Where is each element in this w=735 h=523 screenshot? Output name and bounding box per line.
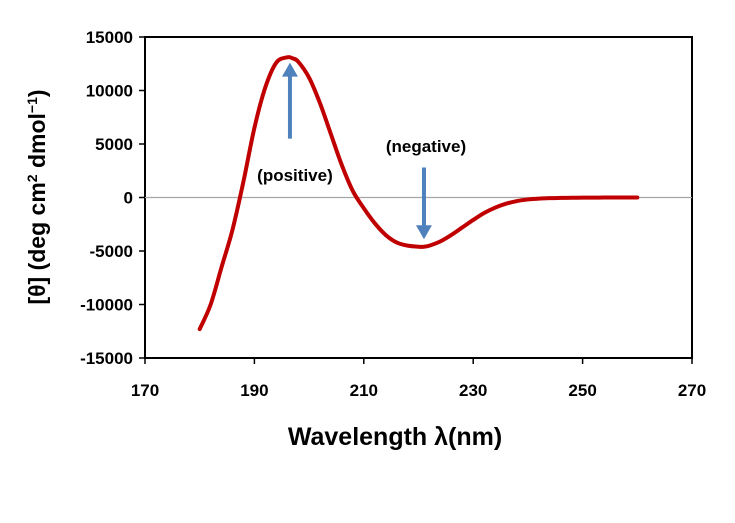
svg-text:[θ] (deg cm2 dmol−1): [θ] (deg cm2 dmol−1) (24, 89, 50, 304)
negative-arrowhead (415, 225, 432, 240)
y-tick-label: -10000 (80, 296, 133, 315)
ylabel-end: ) (24, 89, 50, 97)
x-tick-label: 250 (568, 381, 596, 400)
x-tick-label: 190 (240, 381, 268, 400)
y-tick-label: 15000 (86, 28, 133, 47)
x-tick-label: 170 (131, 381, 159, 400)
y-tick-label: 5000 (95, 135, 133, 154)
positive-annotation: (positive) (257, 166, 333, 185)
x-tick-label: 230 (459, 381, 487, 400)
y-tick-label: -15000 (80, 349, 133, 368)
y-tick-label: 0 (124, 189, 133, 208)
y-tick-label: -5000 (90, 242, 133, 261)
ylabel-main: [θ] (deg cm (24, 182, 50, 304)
ylabel-sup2: −1 (24, 97, 40, 113)
positive-arrowhead (281, 62, 298, 77)
ylabel-sup1: 2 (24, 174, 40, 182)
y-tick-label: 10000 (86, 82, 133, 101)
x-axis-label: Wavelength λ(nm) (288, 423, 502, 451)
series-line-0 (197, 55, 640, 332)
negative-annotation: (negative) (386, 137, 466, 156)
ylabel-mid: dmol (24, 113, 50, 174)
x-tick-label: 270 (678, 381, 706, 400)
x-tick-label: 210 (350, 381, 378, 400)
y-axis-label: [θ] (deg cm2 dmol−1) (24, 89, 50, 304)
